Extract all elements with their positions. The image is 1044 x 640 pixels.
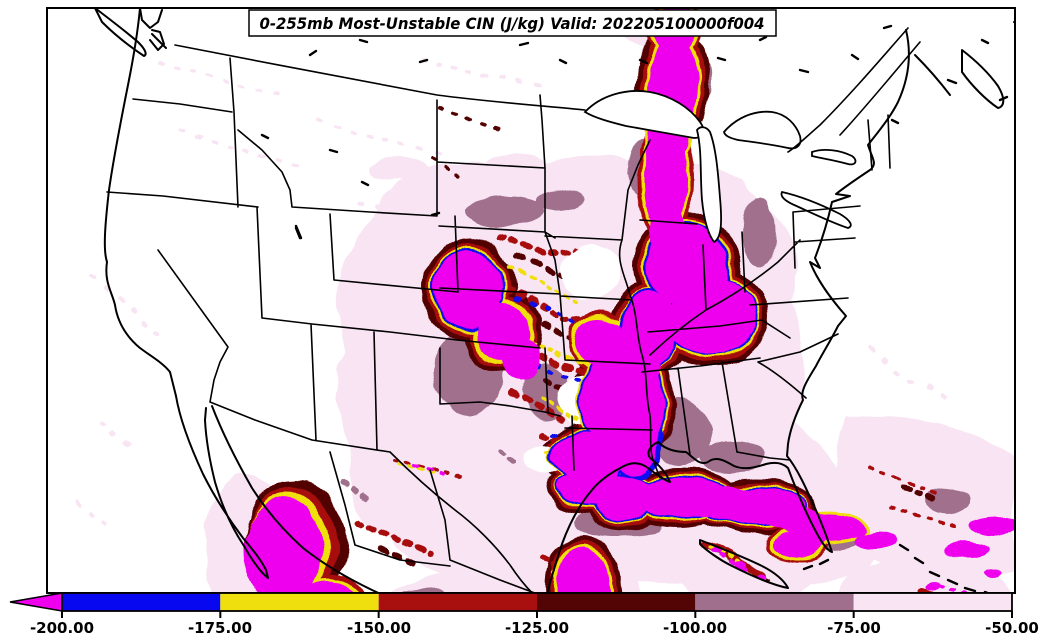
st-lawrence: [787, 27, 921, 153]
colorbar-tick-label-1: -175.00: [188, 619, 252, 637]
coastlines: [94, 8, 1015, 593]
lake-ontario: [811, 149, 857, 166]
great-salt-lake: [294, 224, 303, 240]
maritimes-coastline: [914, 21, 1015, 109]
colorbar-segment-neg175-neg150: [220, 593, 379, 611]
great-lakes: [583, 90, 857, 244]
map-geography: [94, 8, 1015, 593]
colorbar-ticks: [61, 611, 1013, 618]
lake-huron: [723, 110, 802, 150]
colorbar-segment-neg150-neg125: [378, 593, 537, 611]
colorbar-segment-neg100-neg75: [695, 593, 854, 611]
title-box-background: [248, 9, 777, 37]
baja-california: [175, 395, 269, 579]
atlantic-gulf-coastline: [546, 29, 910, 593]
colorbar-tick-label-4: -100.00: [663, 619, 727, 637]
vancouver-island: [94, 8, 147, 57]
colorbar-tick-label-2: -150.00: [347, 619, 411, 637]
colorbar: -200.00 -175.00 -150.00 -125.00 -100.00 …: [9, 592, 1039, 637]
colorbar-segment-neg125-neg100: [537, 593, 696, 611]
us-state-lines: [106, 57, 891, 593]
map-title: 0-255mb Most-Unstable CIN (J/kg) Valid: …: [260, 14, 765, 33]
colorbar-segment-neg200-neg175: [62, 593, 221, 611]
bahamas-and-keys: [802, 543, 991, 593]
colorbar-tick-label-5: -75.00: [827, 619, 881, 637]
colorbar-tick-label-6: -50.00: [985, 619, 1039, 637]
lake-michigan: [696, 126, 722, 244]
puget-sound: [139, 8, 167, 51]
colorbar-segment-neg75-neg50: [853, 593, 1012, 611]
mexico-west-coastline: [211, 405, 381, 593]
title-box: 0-255mb Most-Unstable CIN (J/kg) Valid: …: [248, 9, 777, 37]
cuba: [699, 539, 789, 589]
state-borders: [106, 27, 921, 593]
colorbar-tick-label-0: -200.00: [30, 619, 94, 637]
pacific-coastline: [103, 8, 177, 397]
cin-field: [78, 8, 1015, 593]
canada-us-border: [174, 44, 586, 111]
colorbar-tick-label-3: -125.00: [505, 619, 569, 637]
